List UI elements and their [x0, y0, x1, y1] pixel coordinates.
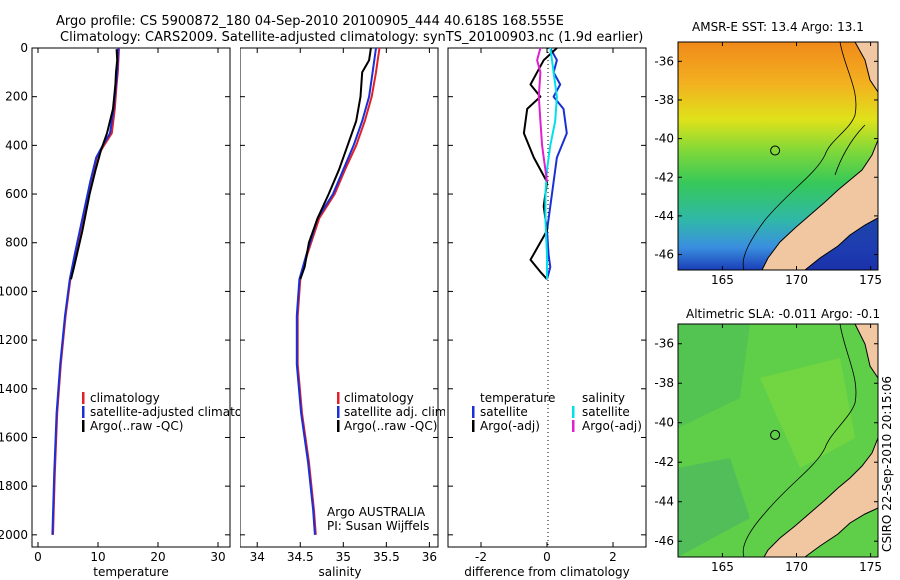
map-y-tick-label: -46	[654, 248, 674, 262]
difference-profile-chart: -2 0 2 difference from climatology tempera…	[447, 47, 647, 579]
map-x-tick-label: 165	[711, 560, 734, 574]
temperature-profile-chart: 0 10 20 30 0 200 400 600 800 1000 1200 1400 1600 1800…	[0, 41, 240, 579]
plot-frame	[447, 47, 647, 548]
x-tick-label: 34	[250, 550, 265, 564]
legend: climatology satellite adj. clim. Argo(..…	[337, 391, 445, 433]
legend-item-temp-satellite: satellite	[480, 405, 528, 419]
y-tick-label: 1800	[0, 479, 28, 493]
y-tick-label: 1400	[0, 382, 28, 396]
x-tick-label: 2	[609, 550, 617, 564]
legend-item-climatology: climatology	[344, 391, 414, 405]
map-y-tick-label: -36	[654, 337, 674, 351]
legend: climatology satellite-adjusted climatolo…	[82, 391, 240, 433]
x-tick-label: 20	[150, 550, 165, 564]
map-y-tick-label: -38	[654, 93, 674, 107]
legend-item-temp-argo: Argo(-adj)	[480, 419, 540, 433]
map-frame	[677, 323, 879, 558]
series-line-salinity-argo-adj-	[536, 47, 548, 183]
map-y-tick-label: -40	[654, 132, 674, 146]
legend-item-argo: Argo(..raw -QC)	[344, 419, 437, 433]
isobath-contour	[742, 41, 857, 271]
y-tick-label: 600	[5, 187, 28, 201]
sla-patch-1	[678, 324, 750, 428]
float-position-marker	[770, 429, 781, 440]
x-axis-label: difference from climatology	[464, 565, 630, 579]
x-tick-label: 35.5	[373, 550, 400, 564]
map-y-tick-label: -36	[654, 54, 674, 68]
title-line-2: Climatology: CARS2009. Satellite-adjuste…	[60, 30, 644, 45]
map-x-tick-label: 175	[859, 273, 882, 287]
x-tick-label: -2	[475, 550, 487, 564]
x-tick-label: 34.5	[287, 550, 314, 564]
map-x-tick-label: 170	[785, 560, 808, 574]
sst-map: 165 170 175 -36 -38 -40 -42 -44 -46	[654, 41, 882, 287]
sla-map: 165 170 175 -36 -38 -40 -42 -44 -46	[654, 323, 882, 574]
x-axis-label: salinity	[318, 565, 361, 579]
sst-map-title: AMSR-E SST: 13.4 Argo: 13.1	[692, 20, 864, 34]
y-tick-label: 1000	[0, 284, 28, 298]
legend-heading-temperature: temperature	[480, 391, 555, 405]
x-tick-label: 30	[210, 550, 225, 564]
sla-patch-3	[678, 458, 750, 557]
series-line-argo-raw-qc-	[70, 49, 119, 280]
map-y-tick-label: -38	[654, 376, 674, 390]
map-x-tick-label: 170	[785, 273, 808, 287]
sla-patch-2	[760, 358, 855, 468]
y-tick-label: 800	[5, 236, 28, 250]
y-tick-label: 1600	[0, 430, 28, 444]
annotation-line-1: Argo AUSTRALIA	[327, 505, 426, 519]
legend-item-argo: Argo(..raw -QC)	[90, 419, 183, 433]
credit-text: CSIRO 22-Sep-2010 20:15:06	[880, 376, 894, 552]
map-x-tick-label: 175	[859, 560, 882, 574]
salinity-profile-chart: 34 34.5 35 35.5 36 salinity climatology sate…	[240, 47, 445, 579]
x-tick-label: 0	[543, 550, 551, 564]
series-line-temperature-argo-adj-	[522, 47, 558, 280]
map-frame	[677, 41, 879, 271]
new-zealand-land	[761, 139, 879, 271]
x-tick-label: 0	[34, 550, 42, 564]
legend-item-sal-argo: Argo(-adj)	[582, 419, 642, 433]
plot-frame	[240, 47, 439, 548]
title-line-1: Argo profile: CS 5900872_180 04-Sep-2010…	[56, 14, 564, 29]
plot-frame	[31, 47, 231, 548]
legend-heading-salinity: salinity	[582, 391, 625, 405]
legend: temperature salinity satellite Argo(-adj…	[472, 391, 642, 433]
isobath-contour	[742, 323, 857, 558]
float-position-marker	[770, 145, 781, 156]
x-tick-label: 36	[422, 550, 437, 564]
y-tick-label: 2000	[0, 528, 28, 542]
sla-map-title: Altimetric SLA: -0.011 Argo: -0.1	[686, 307, 881, 321]
annotation-line-2: PI: Susan Wijffels	[327, 519, 429, 533]
x-tick-label: 35	[336, 550, 351, 564]
legend-item-climatology: climatology	[90, 391, 160, 405]
map-y-tick-label: -40	[654, 416, 674, 430]
series-line-argo-raw-qc-	[299, 47, 372, 280]
legend-item-satellite: satellite-adjusted climatolog	[90, 405, 240, 419]
map-x-tick-label: 165	[711, 273, 734, 287]
y-tick-label: 400	[5, 138, 28, 152]
map-y-tick-label: -44	[654, 495, 674, 509]
new-zealand-land	[763, 437, 879, 558]
series-line-salinity-satellite	[544, 47, 558, 280]
map-y-tick-label: -46	[654, 534, 674, 548]
map-y-tick-label: -42	[654, 455, 674, 469]
isobath-contour-2	[834, 124, 866, 176]
x-tick-label: 10	[90, 550, 105, 564]
map-y-tick-label: -44	[654, 209, 674, 223]
x-axis-label: temperature	[93, 565, 168, 579]
legend-item-sal-satellite: satellite	[582, 405, 630, 419]
y-tick-label: 0	[20, 41, 28, 55]
y-tick-label: 1200	[0, 333, 28, 347]
y-tick-label: 200	[5, 90, 28, 104]
map-y-tick-label: -42	[654, 170, 674, 184]
legend-item-satellite: satellite adj. clim.	[344, 405, 445, 419]
